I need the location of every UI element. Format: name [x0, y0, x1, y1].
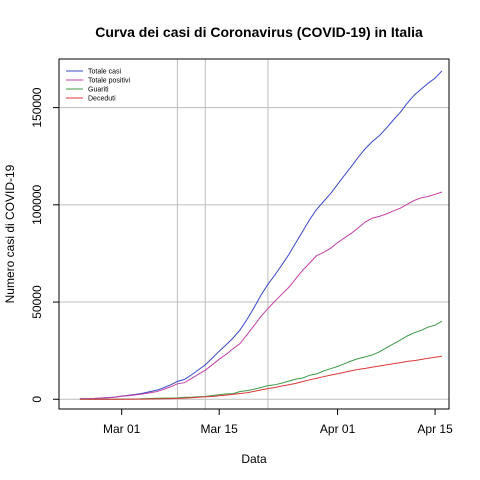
series-line [79, 320, 443, 400]
x-tick-label: Apr 01 [320, 422, 356, 436]
y-tick-label: 0 [30, 396, 44, 403]
chart-title: Curva dei casi di Coronavirus (COVID-19)… [95, 24, 423, 40]
y-axis-label: Numero casi di COVID-19 [3, 164, 17, 303]
x-tick-label: Apr 15 [417, 422, 453, 436]
series-lines [79, 70, 443, 400]
x-tick-label: Mar 01 [103, 422, 141, 436]
y-tick-label: 100000 [30, 184, 44, 224]
x-tick-label: Mar 15 [200, 422, 238, 436]
grid-lines [59, 59, 449, 409]
y-tick-label: 50000 [30, 285, 44, 319]
series-line [79, 355, 443, 400]
series-line [79, 191, 443, 400]
legend-label: Totale positivi [88, 78, 130, 85]
legend-label: Guariti [88, 87, 109, 94]
legend-label: Deceduti [88, 96, 116, 103]
x-axis-label: Data [241, 452, 267, 466]
y-tick-label: 150000 [30, 87, 44, 127]
legend: Totale casi Totale positivi Guariti Decedut… [63, 63, 163, 105]
legend-label: Totale casi [88, 69, 122, 76]
plot-frame [58, 58, 450, 410]
axes: Mar 01 Mar 15 Apr 01 Apr 15 0 50000 100000 1500… [30, 87, 453, 436]
series-line [79, 70, 443, 400]
